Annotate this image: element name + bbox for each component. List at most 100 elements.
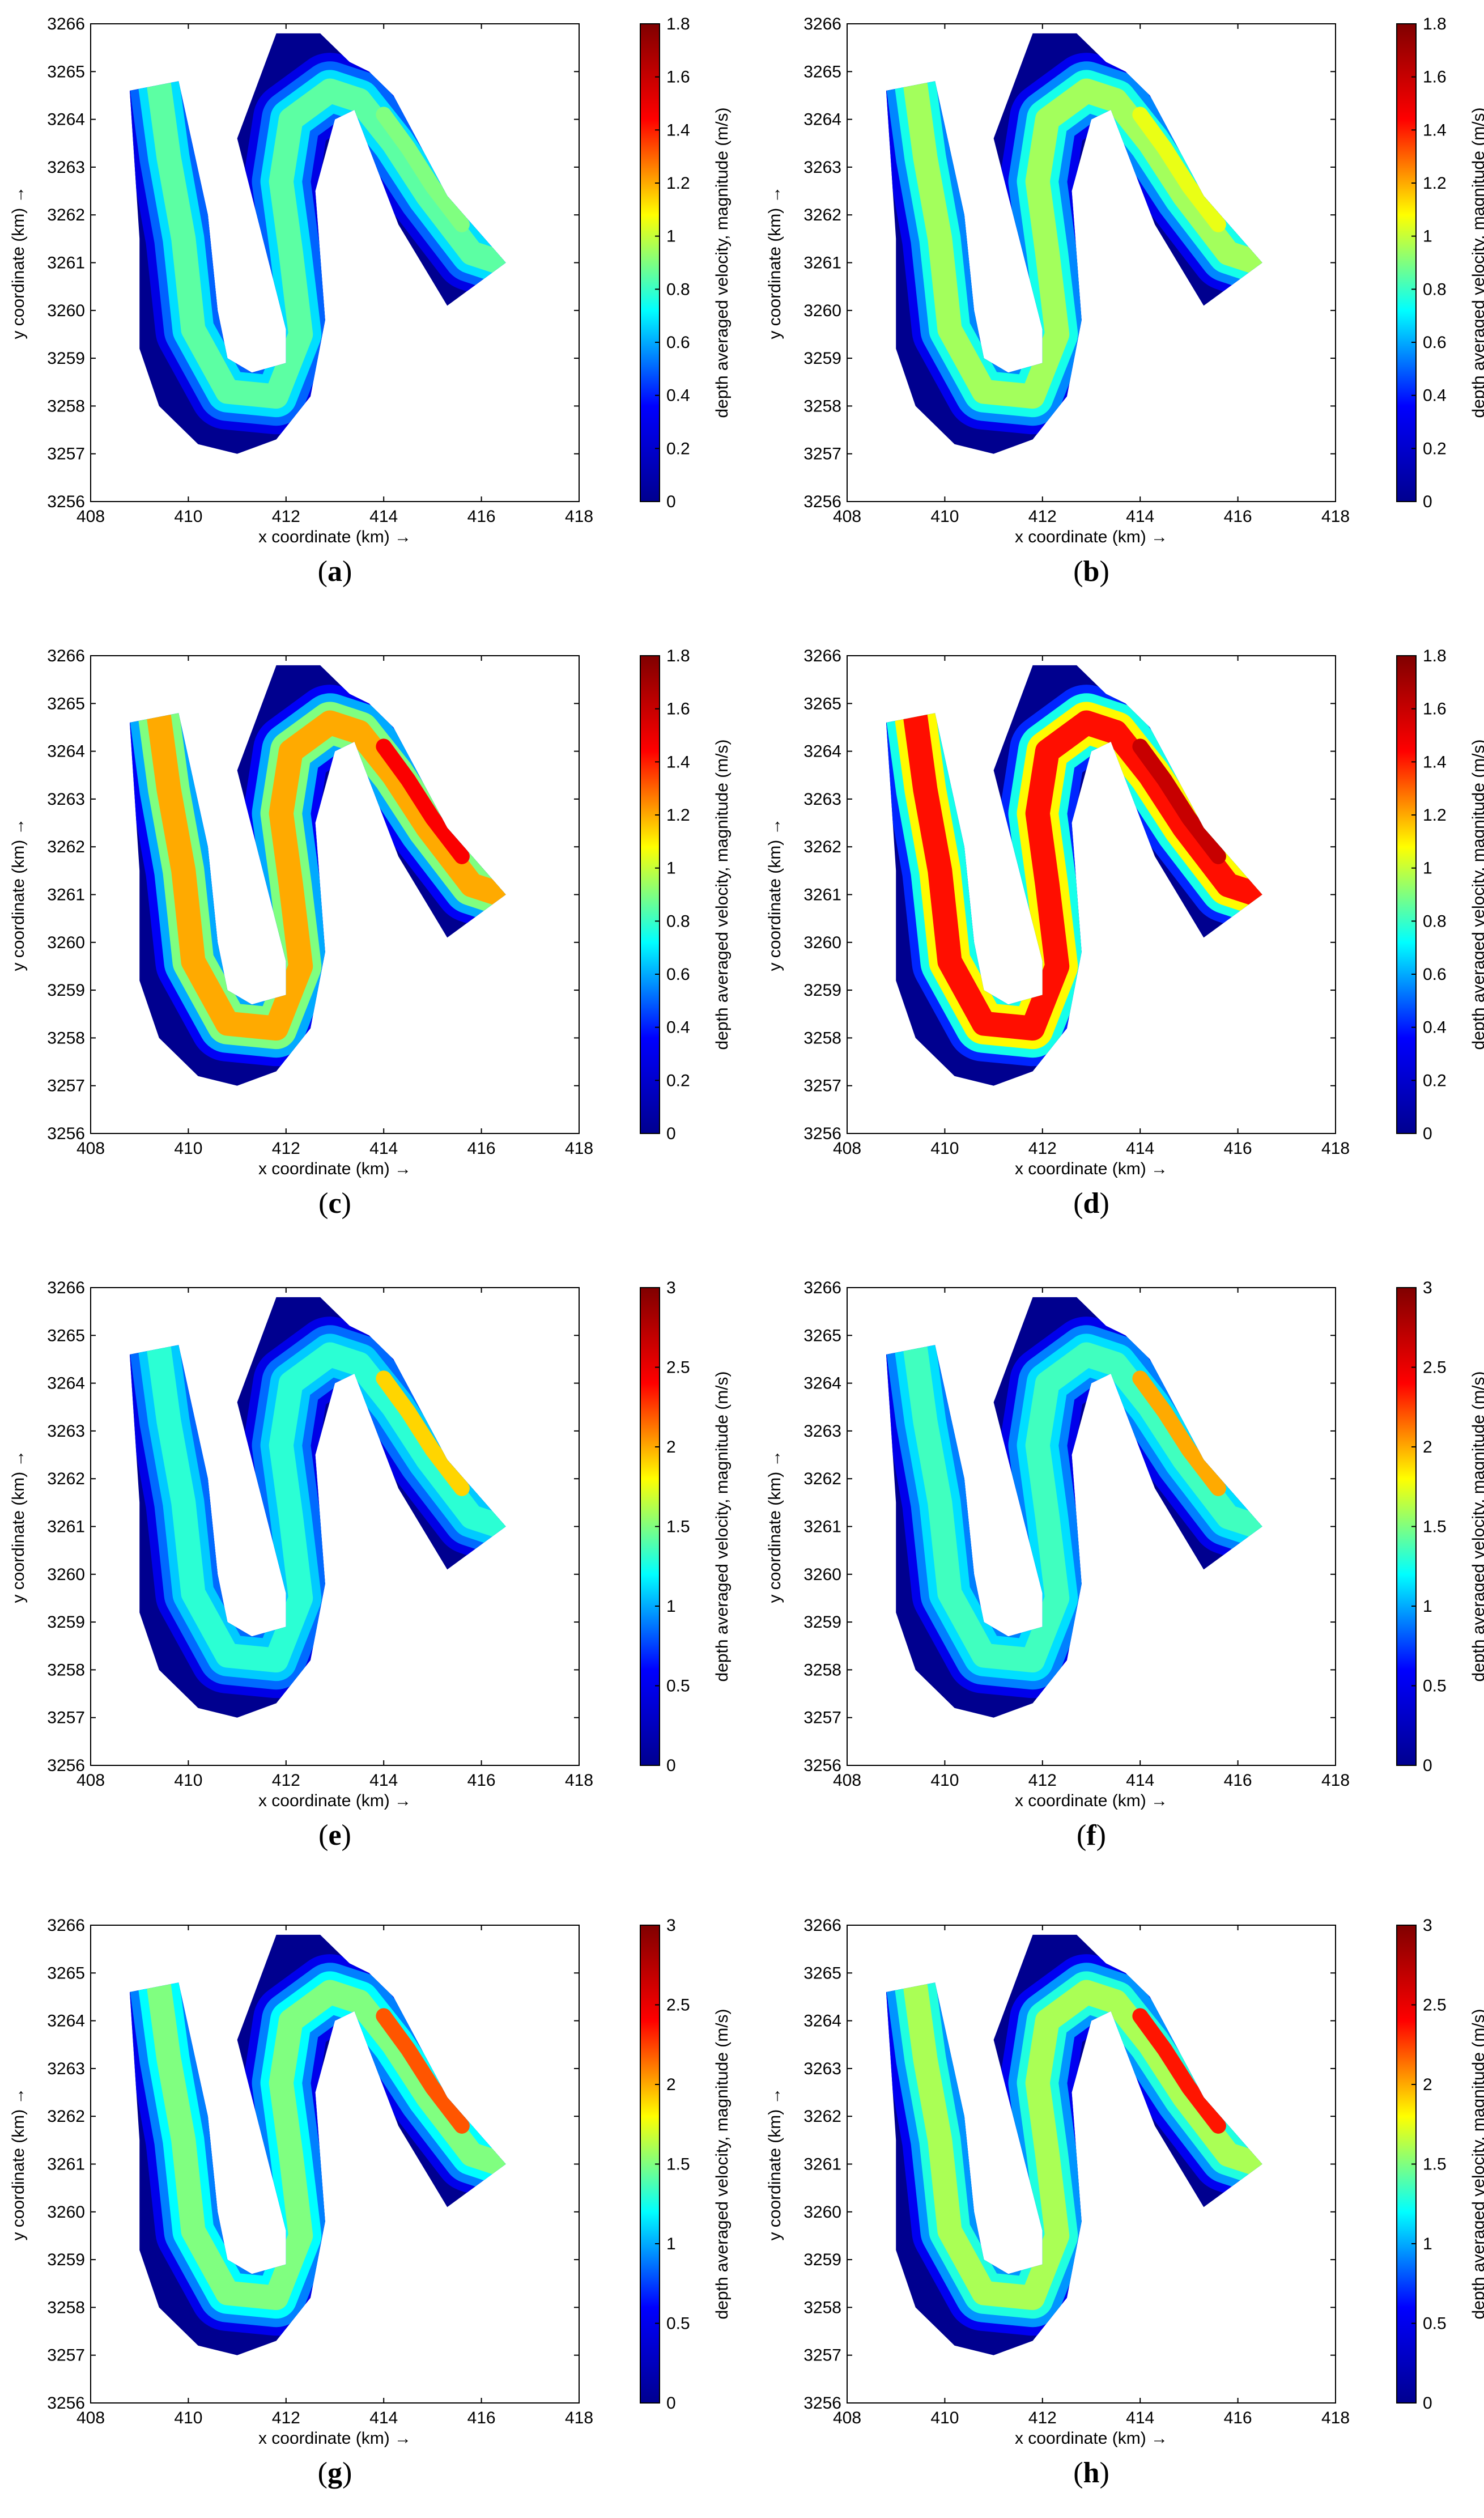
y-tick-label: 3256 [47, 1756, 85, 1775]
y-tick-label: 3256 [803, 2394, 841, 2413]
colorbar-tick-label: 0 [666, 1124, 676, 1143]
y-axis-label: y coordinate (km) → [766, 1450, 784, 1603]
panel-label: (d) [1073, 1187, 1109, 1220]
velocity-field [886, 48, 1262, 435]
y-tick-label: 3256 [803, 1756, 841, 1775]
y-axis-label: y coordinate (km) → [766, 2087, 784, 2240]
y-tick-label: 3262 [47, 206, 85, 224]
colorbar-tick-label: 1.2 [666, 806, 690, 825]
x-tick-label: 418 [1321, 1139, 1350, 1158]
y-tick-label: 3265 [803, 1326, 841, 1345]
velocity-hotspot [1132, 2008, 1226, 2134]
colorbar-tick-label: 1 [666, 2235, 676, 2253]
velocity-band [903, 1337, 1262, 1673]
y-tick-label: 3263 [803, 158, 841, 177]
y-tick-label: 3266 [47, 15, 85, 33]
y-tick-label: 3257 [803, 1077, 841, 1095]
y-tick-label: 3262 [803, 1470, 841, 1488]
velocity-hotspot [376, 1370, 470, 1496]
y-tick-label: 3256 [803, 492, 841, 511]
x-tick-label: 418 [565, 507, 593, 526]
x-tick-label: 418 [565, 2409, 593, 2427]
colorbar-tick-label: 2 [1423, 1438, 1432, 1457]
y-tick-label: 3261 [803, 1518, 841, 1536]
x-tick-label: 416 [467, 1771, 496, 1790]
colorbar-tick-label: 1.6 [1423, 68, 1447, 87]
y-tick-label: 3265 [803, 62, 841, 81]
y-tick-label: 3262 [47, 1470, 85, 1488]
y-tick-label: 3265 [47, 1964, 85, 1982]
x-tick-label: 408 [76, 1771, 105, 1790]
y-axis-label: y coordinate (km) → [9, 818, 28, 971]
colorbar-tick-label: 0.8 [1423, 280, 1447, 299]
y-tick-label: 3259 [47, 1613, 85, 1632]
y-axis-label: y coordinate (km) → [766, 818, 784, 971]
colorbar-tick-label: 1.5 [666, 2155, 690, 2174]
colorbar-tick-label: 1.4 [1423, 121, 1447, 139]
colorbar-tick-label: 1.8 [1423, 15, 1447, 33]
panel-label: (a) [318, 555, 352, 588]
y-tick-label: 3265 [47, 1326, 85, 1345]
x-tick-label: 418 [1321, 1771, 1350, 1790]
y-tick-label: 3258 [47, 1661, 85, 1679]
colorbar-tick-label: 3 [666, 1916, 676, 1935]
colorbar-tick-label: 3 [666, 1279, 676, 1297]
x-tick-label: 414 [369, 507, 398, 526]
y-tick-label: 3264 [803, 742, 841, 761]
colorbar-tick-label: 1 [666, 227, 676, 246]
colorbar [640, 655, 660, 1134]
x-tick-label: 412 [1028, 2409, 1057, 2427]
colorbar-tick-label: 1 [666, 1597, 676, 1616]
y-tick-label: 3259 [47, 349, 85, 368]
colorbar-tick-label: 3 [1423, 1279, 1432, 1297]
y-tick-label: 3262 [47, 838, 85, 856]
y-tick-label: 3260 [803, 1565, 841, 1584]
x-tick-label: 410 [174, 507, 202, 526]
x-tick-label: 416 [467, 2409, 496, 2427]
y-tick-label: 3260 [803, 933, 841, 952]
y-tick-label: 3263 [803, 790, 841, 809]
y-tick-label: 3258 [803, 1661, 841, 1679]
colorbar-tick-label: 0 [1423, 492, 1432, 511]
y-tick-label: 3264 [47, 111, 85, 129]
y-tick-label: 3260 [47, 302, 85, 320]
y-tick-label: 3262 [803, 838, 841, 856]
colorbar-tick-label: 1.6 [1423, 700, 1447, 719]
x-tick-label: 416 [1224, 2409, 1252, 2427]
colorbar-tick-label: 2.5 [666, 1996, 690, 2015]
x-tick-label: 408 [833, 1139, 861, 1158]
y-tick-label: 3261 [47, 254, 85, 273]
x-tick-label: 410 [930, 2409, 959, 2427]
colorbar-label: depth averaged velocity, magnitude (m/s) [713, 107, 732, 418]
colorbar-tick-label: 2.5 [1423, 1996, 1447, 2015]
colorbar [1396, 655, 1417, 1134]
x-tick-label: 418 [1321, 2409, 1350, 2427]
y-tick-label: 3262 [803, 2107, 841, 2126]
x-tick-label: 412 [272, 2409, 300, 2427]
velocity-field [130, 1949, 506, 2336]
velocity-hotspot [1132, 107, 1226, 232]
y-tick-label: 3261 [803, 2155, 841, 2174]
y-tick-label: 3258 [47, 2298, 85, 2317]
velocity-hotspot [1132, 1370, 1226, 1496]
y-tick-label: 3265 [803, 694, 841, 713]
colorbar-tick-label: 1.8 [666, 647, 690, 665]
colorbar-tick-label: 0.8 [666, 280, 690, 299]
x-tick-label: 414 [1126, 1771, 1154, 1790]
x-axis-label: x coordinate (km) → [1015, 2429, 1168, 2448]
colorbar-tick-label: 1 [1423, 1597, 1432, 1616]
y-tick-label: 3265 [47, 694, 85, 713]
colorbar-label: depth averaged velocity, magnitude (m/s) [1469, 2009, 1484, 2319]
x-tick-label: 410 [930, 1139, 959, 1158]
y-tick-label: 3264 [47, 1374, 85, 1393]
x-tick-label: 408 [833, 1771, 861, 1790]
y-tick-label: 3260 [47, 2203, 85, 2222]
x-axis-label: x coordinate (km) → [1015, 1160, 1168, 1178]
velocity-band [147, 74, 506, 409]
colorbar-tick-label: 0 [666, 1756, 676, 1775]
x-tick-label: 414 [369, 1771, 398, 1790]
x-tick-label: 418 [565, 1771, 593, 1790]
velocity-hotspot [376, 107, 470, 232]
colorbar-tick-label: 0 [1423, 1124, 1432, 1143]
